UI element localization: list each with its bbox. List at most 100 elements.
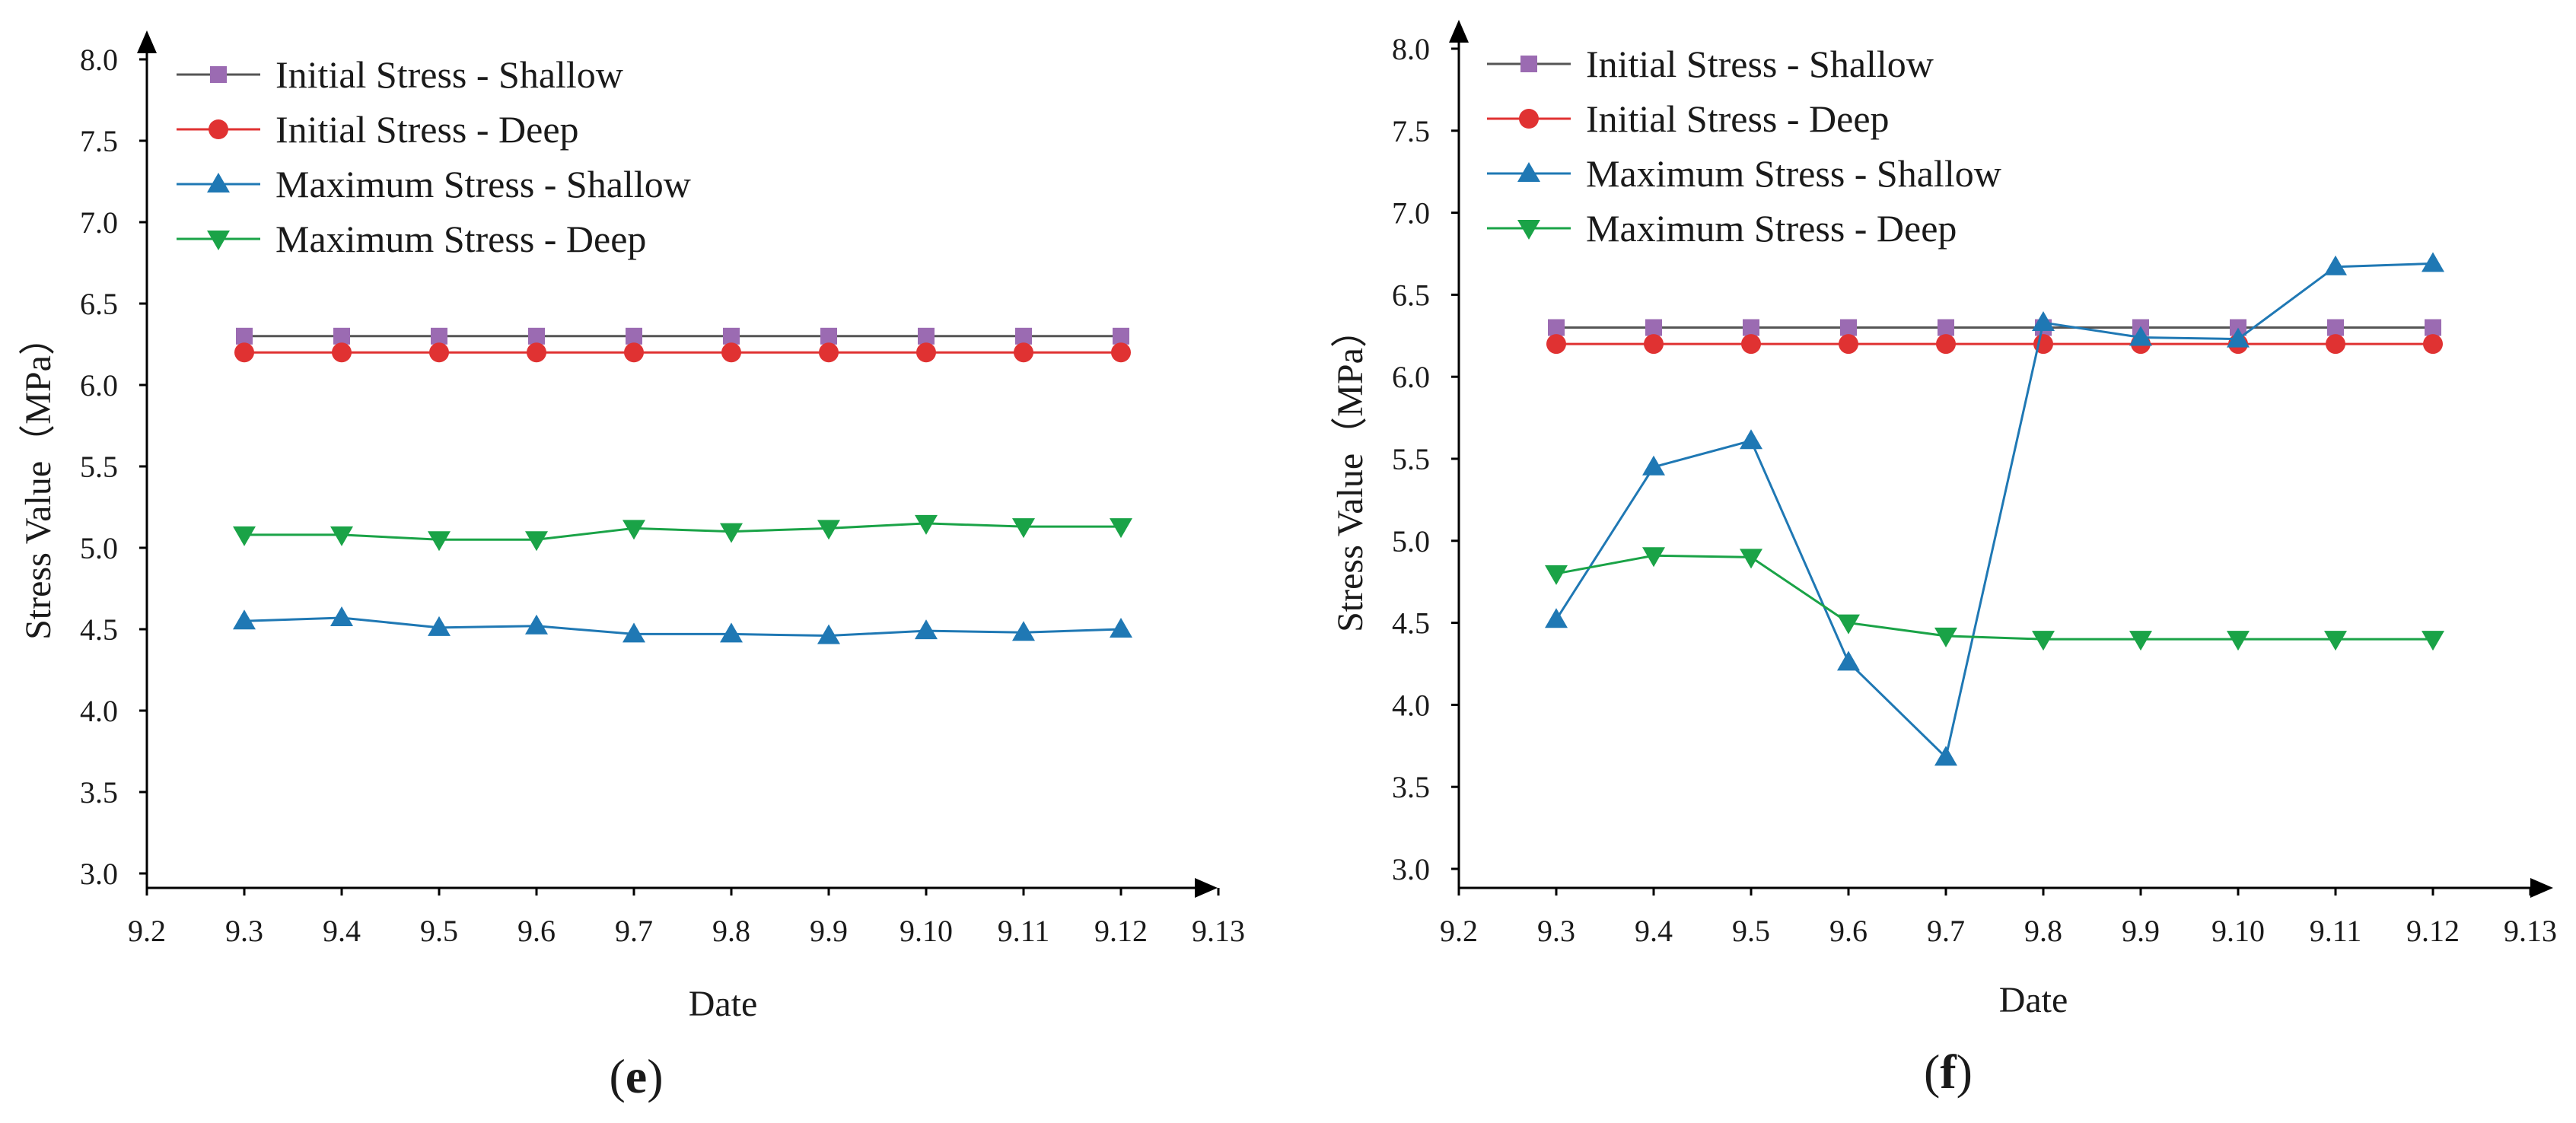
- x-tick-label-f-9: 9.11: [2310, 914, 2362, 948]
- data-point-f-initial_shallow-2: [1743, 319, 1759, 336]
- panel-label-letter-f: f: [1940, 1045, 1957, 1099]
- x-tick-label-e-3: 9.5: [420, 914, 458, 948]
- data-point-e-initial_deep-6: [819, 342, 839, 363]
- plot-area-f: 3.0 3.5 4.0 4.5 5.0 5.5 6.0 6.5 7.0 7.5 8.0 9.2 9.3 9…: [1392, 20, 2557, 948]
- data-point-f-initial_shallow-3: [1840, 319, 1857, 336]
- data-point-e-maximum_shallow-3: [525, 614, 548, 635]
- x-axis-arrow-f: [2530, 878, 2553, 898]
- y-axis-title-f: Stress Value（MPa）: [1330, 311, 1371, 632]
- legend-e: Initial Stress - Shallow Initial Stress -…: [177, 53, 691, 260]
- x-axis-title-f: Date: [1999, 980, 2068, 1020]
- panel-label-open-f: (: [1924, 1045, 1940, 1099]
- data-point-f-maximum_shallow-9: [2422, 252, 2444, 272]
- x-tick-label-f-10: 9.12: [2406, 914, 2460, 948]
- data-point-f-initial_deep-3: [1839, 334, 1858, 355]
- legend-marker-f-initial_deep: [1519, 109, 1539, 129]
- data-point-e-initial_shallow-9: [1113, 327, 1129, 345]
- data-point-f-initial_shallow-0: [1548, 319, 1565, 336]
- data-point-e-maximum_deep-6: [817, 520, 840, 540]
- data-point-f-initial_shallow-1: [1645, 319, 1662, 336]
- legend-label-e-initial_deep: Initial Stress - Deep: [275, 108, 579, 151]
- data-point-e-maximum_deep-4: [623, 520, 645, 540]
- x-tick-label-f-6: 9.8: [2024, 914, 2062, 948]
- data-point-e-initial_shallow-4: [626, 327, 642, 345]
- data-point-e-initial_deep-2: [429, 342, 449, 363]
- data-point-e-initial_shallow-1: [333, 327, 350, 345]
- x-tick-label-f-7: 9.9: [2122, 914, 2160, 948]
- x-tick-label-e-11: 9.13: [1192, 914, 1245, 948]
- x-tick-label-f-8: 9.10: [2211, 914, 2265, 948]
- panel-label-f: (f): [1924, 1045, 1973, 1099]
- data-point-f-initial_deep-8: [2326, 334, 2345, 355]
- y-tick-label-f-10: 8.0: [1392, 32, 1430, 66]
- legend-label-e-initial_shallow: Initial Stress - Shallow: [275, 53, 623, 96]
- data-point-e-maximum_shallow-6: [817, 624, 840, 644]
- legend-label-f-initial_deep: Initial Stress - Deep: [1586, 97, 1890, 140]
- data-point-e-maximum_deep-5: [720, 523, 743, 543]
- data-point-e-initial_shallow-7: [918, 327, 935, 345]
- series-line-e-maximum_deep: [244, 522, 1121, 541]
- x-tick-label-e-0: 9.2: [128, 914, 166, 948]
- data-point-e-initial_deep-3: [527, 342, 546, 363]
- data-point-f-maximum_deep-1: [1642, 547, 1665, 568]
- panel-label-close-e: ): [647, 1049, 663, 1103]
- x-tick-label-f-11: 9.13: [2504, 914, 2557, 948]
- data-point-f-maximum_deep-8: [2324, 631, 2347, 651]
- series-line-f-maximum_deep: [1555, 554, 2433, 641]
- data-point-f-initial_deep-1: [1644, 334, 1664, 355]
- plot-area-e: 3.0 3.5 4.0 4.5 5.0 5.5 6.0 6.5 7.0 7.5 8.0 9.2 9.3 9…: [80, 30, 1245, 948]
- data-point-e-initial_shallow-6: [820, 327, 837, 345]
- y-tick-label-e-10: 8.0: [80, 43, 118, 77]
- data-point-e-initial_shallow-8: [1015, 327, 1032, 345]
- legend-item-f-maximum_shallow: Maximum Stress - Shallow: [1487, 152, 2001, 195]
- y-tick-label-e-1: 3.5: [80, 775, 118, 810]
- data-point-f-maximum_deep-2: [1740, 549, 1762, 569]
- y-tick-label-e-6: 6.0: [80, 368, 118, 402]
- data-point-f-initial_deep-4: [1936, 334, 1956, 355]
- data-point-f-maximum_shallow-7: [2227, 327, 2250, 348]
- legend-item-f-initial_deep: Initial Stress - Deep: [1487, 97, 1890, 140]
- y-axis-arrow-e: [137, 30, 157, 53]
- data-point-e-initial_shallow-3: [528, 327, 545, 345]
- y-tick-label-e-5: 5.5: [80, 450, 118, 484]
- data-point-e-maximum_deep-1: [330, 526, 353, 546]
- data-point-e-maximum_shallow-9: [1110, 618, 1132, 638]
- y-tick-label-f-6: 6.0: [1392, 360, 1430, 394]
- data-point-f-maximum_shallow-6: [2129, 326, 2152, 346]
- data-point-e-initial_deep-4: [624, 342, 644, 363]
- y-tick-label-e-3: 4.5: [80, 612, 118, 647]
- y-tick-label-f-8: 7.0: [1392, 196, 1430, 231]
- data-point-e-maximum_shallow-8: [1012, 621, 1035, 641]
- legend-label-e-maximum_deep: Maximum Stress - Deep: [275, 218, 646, 260]
- y-tick-label-f-5: 5.5: [1392, 442, 1430, 476]
- x-tick-label-e-1: 9.3: [225, 914, 263, 948]
- data-point-e-initial_shallow-2: [431, 327, 447, 345]
- data-point-f-maximum_shallow-2: [1740, 429, 1762, 450]
- x-axis-arrow-e: [1195, 878, 1218, 898]
- data-point-f-maximum_deep-6: [2129, 631, 2152, 651]
- y-tick-label-f-4: 5.0: [1392, 524, 1430, 558]
- chart-panel-f: 3.0 3.5 4.0 4.5 5.0 5.5 6.0 6.5 7.0 7.5 8.0 9.2 9.3 9…: [1330, 20, 2557, 1099]
- series-line-e-maximum_shallow: [244, 616, 1122, 638]
- data-point-e-maximum_deep-0: [233, 526, 256, 546]
- data-point-e-maximum_shallow-0: [233, 609, 256, 630]
- data-point-e-initial_deep-1: [332, 342, 352, 363]
- x-tick-label-f-5: 9.7: [1927, 914, 1965, 948]
- data-point-f-maximum_shallow-0: [1545, 608, 1568, 628]
- data-point-e-initial_deep-7: [916, 342, 936, 363]
- data-point-e-initial_deep-9: [1111, 342, 1131, 363]
- data-point-e-maximum_shallow-2: [428, 616, 451, 636]
- legend-item-e-initial_deep: Initial Stress - Deep: [177, 108, 579, 151]
- panel-label-e: (e): [609, 1049, 663, 1103]
- legend-marker-f-initial_shallow: [1520, 56, 1537, 72]
- y-axis-title-e: Stress Value（MPa）: [18, 319, 59, 640]
- x-tick-label-e-9: 9.11: [998, 914, 1050, 948]
- x-tick-label-e-10: 9.12: [1094, 914, 1148, 948]
- data-point-f-maximum_shallow-3: [1837, 651, 1860, 671]
- data-point-f-maximum_shallow-4: [1934, 746, 1957, 766]
- y-tick-label-e-0: 3.0: [80, 857, 118, 891]
- legend-marker-e-initial_deep: [209, 119, 228, 139]
- data-point-f-initial_deep-0: [1546, 334, 1566, 355]
- y-tick-label-e-4: 5.0: [80, 531, 118, 565]
- x-tick-label-e-6: 9.8: [712, 914, 750, 948]
